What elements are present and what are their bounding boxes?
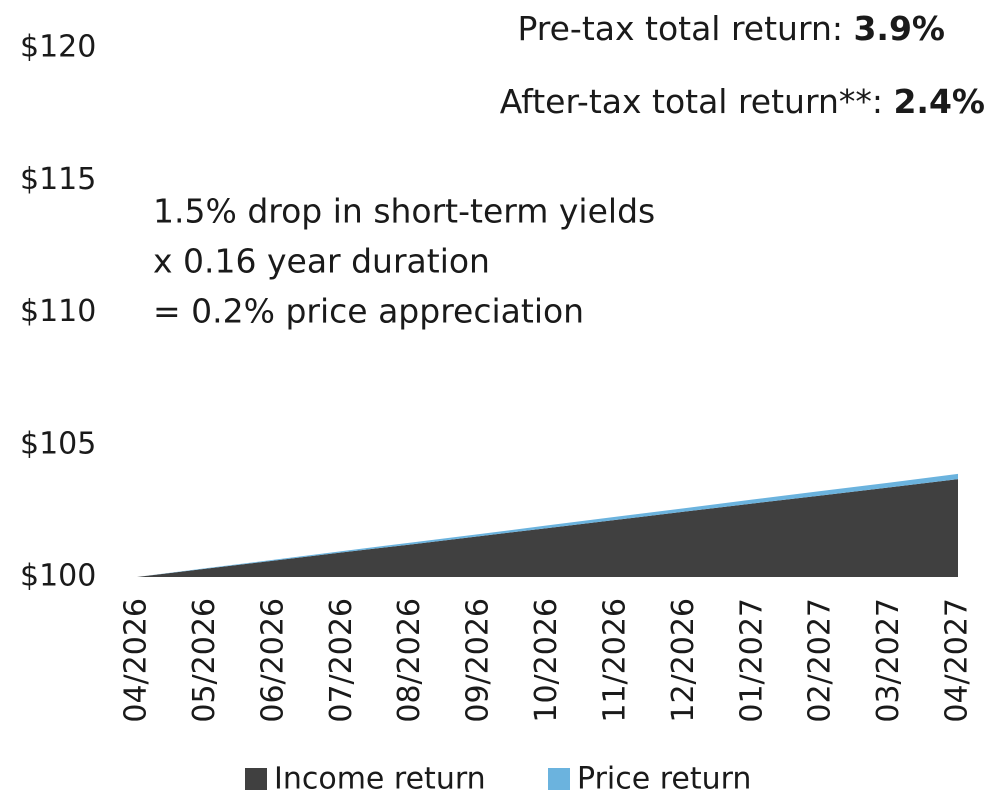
annotation-text: Pre-tax total return: [517, 9, 853, 48]
annotation-value: 3.9% [853, 9, 945, 48]
legend-label: Price return [577, 762, 751, 796]
x-tick-label: 07/2026 [324, 598, 359, 723]
area [137, 473, 958, 577]
y-tick-label: $105 [20, 426, 96, 461]
x-tick-label: 05/2026 [187, 598, 222, 723]
annotation: After-tax total return**: 2.4% [500, 82, 985, 121]
note-line: 1.5% drop in short-term yields [153, 192, 655, 231]
annotation-value: 2.4% [893, 82, 985, 121]
note-line: x 0.16 year duration [153, 242, 490, 281]
y-tick-label: $110 [20, 294, 96, 329]
legend-swatch [548, 768, 570, 790]
x-tick-label: 04/2026 [119, 598, 154, 723]
y-tick-label: $115 [20, 162, 96, 197]
x-tick-label: 11/2026 [597, 598, 632, 723]
y-tick-label: $120 [20, 30, 96, 65]
y-tick-label: $100 [20, 559, 96, 594]
x-tick-label: 09/2026 [461, 598, 496, 723]
x-tick-label: 04/2027 [940, 598, 975, 723]
x-tick-label: 10/2026 [529, 598, 564, 723]
x-tick-label: 08/2026 [392, 598, 427, 723]
note-line: = 0.2% price appreciation [153, 292, 584, 331]
annotation-text: After-tax total return**: [500, 82, 894, 121]
x-tick-label: 02/2027 [803, 598, 838, 723]
x-tick-label: 06/2026 [255, 598, 290, 723]
legend-label: Income return [274, 762, 486, 796]
legend-swatch [245, 768, 267, 790]
x-tick-label: 01/2027 [734, 598, 769, 723]
x-tick-label: 03/2027 [871, 598, 906, 723]
x-tick-label: 12/2026 [666, 598, 701, 723]
annotation: Pre-tax total return: 3.9% [517, 9, 945, 48]
